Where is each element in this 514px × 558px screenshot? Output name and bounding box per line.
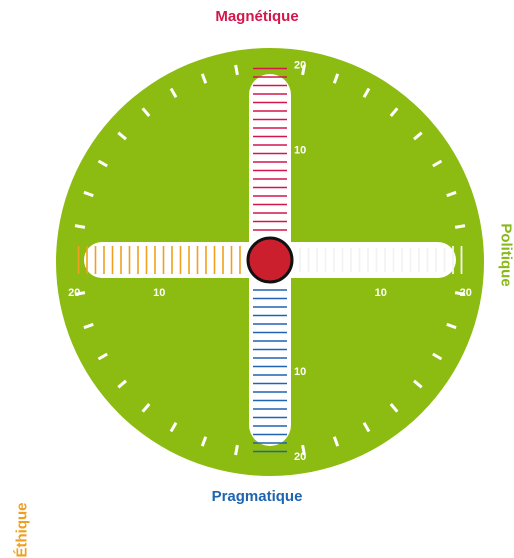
tick-label-left-10: 10 xyxy=(153,287,165,299)
rim-tick xyxy=(455,226,465,228)
tick-label-bottom-10: 10 xyxy=(294,366,306,378)
rim-tick xyxy=(75,226,85,228)
tick-label-bottom-20: 20 xyxy=(294,451,306,463)
position-marker[interactable] xyxy=(248,238,292,282)
tick-label-right-10: 10 xyxy=(375,287,387,299)
tick-label-right-20: 20 xyxy=(460,287,472,299)
compass-dial: 20 10 10 20 20 10 10 20 xyxy=(0,0,514,510)
tick-label-top-10: 10 xyxy=(294,144,306,156)
axis-label-right: Politique xyxy=(498,223,514,286)
rim-tick xyxy=(236,65,238,75)
tick-label-top-20: 20 xyxy=(294,59,306,71)
axis-label-top: Magnétique xyxy=(0,8,514,25)
rim-tick xyxy=(236,445,238,455)
tick-label-left-20: 20 xyxy=(68,287,80,299)
axis-label-left: Éthique xyxy=(14,503,31,558)
axis-label-bottom: Pragmatique xyxy=(0,488,514,505)
